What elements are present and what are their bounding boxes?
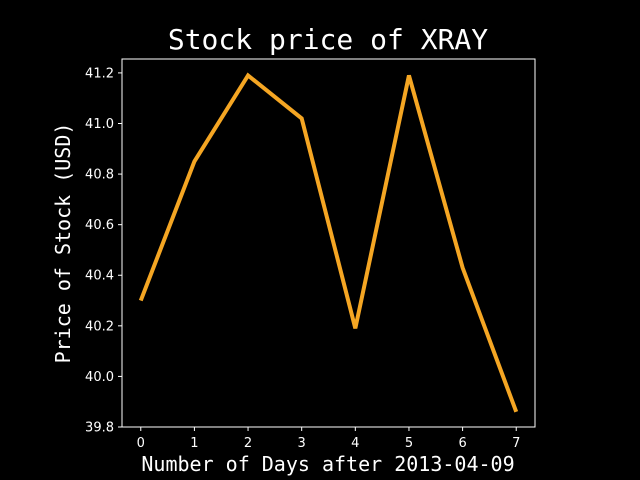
y-tick-label: 40.2 [85,319,114,334]
chart-title: Stock price of XRAY [168,23,488,56]
series-layer [138,72,519,413]
y-tick-label: 40.4 [85,269,114,284]
y-axis: 39.8 40.0 40.2 40.4 40.6 40.8 41.0 41.2 [85,66,122,436]
x-tick-label: 2 [244,436,252,451]
series-line [138,72,519,413]
x-axis: 0 1 2 3 4 5 6 7 [137,427,520,451]
x-tick-label: 4 [351,436,359,451]
y-tick-label: 40.0 [85,370,114,385]
y-tick-label: 39.8 [85,421,114,436]
x-tick-label: 5 [405,436,413,451]
y-tick-label: 41.0 [85,117,114,132]
x-tick-label: 0 [137,436,145,451]
plot-area [121,58,536,428]
y-tick-label: 40.6 [85,218,114,233]
x-tick-label: 7 [512,436,520,451]
x-axis-label: Number of Days after 2013-04-09 [141,452,514,476]
plot-frame [121,58,536,428]
x-tick-label: 3 [298,436,306,451]
y-tick-label: 41.2 [85,66,114,81]
y-tick-label: 40.8 [85,168,114,183]
x-tick-label: 6 [458,436,466,451]
y-axis-label: Price of Stock (USD) [51,123,75,364]
x-tick-label: 1 [190,436,198,451]
